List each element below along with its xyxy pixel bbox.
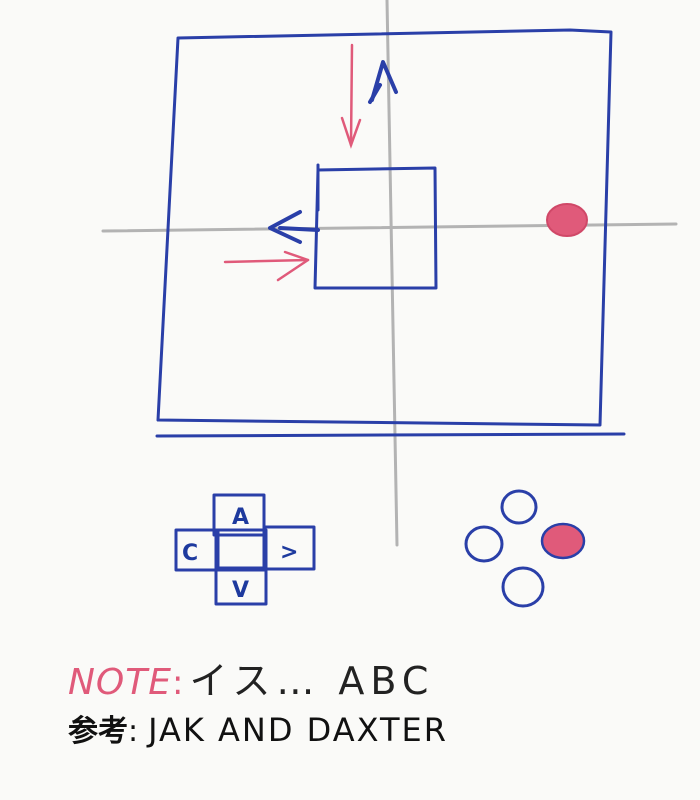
reference-text: JAK AND DAXTER [148, 711, 448, 749]
horizontal-axis-line [101, 222, 678, 233]
reference-separator: : [128, 714, 139, 749]
pink-down-arrow [340, 43, 362, 149]
face-button-top [500, 489, 538, 525]
blue-left-arrow [268, 210, 320, 244]
outer-frame [155, 28, 626, 438]
blue-up-arrow [368, 60, 398, 104]
note-line: NOTE: イス… ABC [68, 650, 434, 705]
note-label: NOTE [68, 662, 173, 703]
reference-line: 参考: JAK AND DAXTER [68, 706, 448, 750]
face-button-bottom [501, 566, 545, 608]
pink-right-arrow [223, 250, 310, 282]
face-button-right-highlighted [540, 522, 586, 560]
inner-box [313, 163, 438, 290]
face-button-left [464, 525, 504, 563]
vertical-axis-line [385, 0, 399, 547]
dpad-right-letter: > [280, 540, 298, 565]
dpad-up-letter: A [232, 505, 249, 530]
reference-label: 参考 [68, 714, 128, 749]
dpad-icon [174, 493, 316, 606]
pink-marker-dot [546, 203, 588, 237]
note-separator: : [172, 663, 184, 703]
note-text: イス… ABC [189, 659, 435, 703]
dpad-down-letter: V [232, 578, 249, 603]
face-buttons-icon [464, 489, 545, 608]
dpad-left-letter: C [182, 541, 198, 566]
